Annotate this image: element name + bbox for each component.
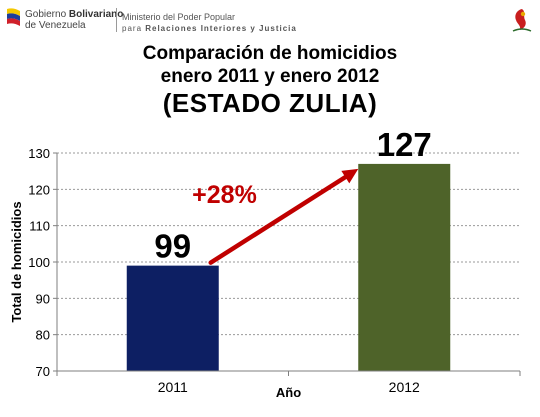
y-tick-label: 130 xyxy=(28,146,50,161)
chart-title-line1: Comparación de homicidios xyxy=(142,43,398,64)
ministry-name: Ministerio del Poder Popular para Relaci… xyxy=(122,12,297,33)
y-tick-label: 120 xyxy=(28,182,50,197)
y-axis-ticks: 70 80 90 100 110 120 130 xyxy=(28,146,57,379)
y-tick-label: 110 xyxy=(29,219,50,234)
axes xyxy=(56,153,521,376)
header-divider xyxy=(116,8,117,32)
x-axis-label: Año xyxy=(276,385,301,400)
y-tick-label: 90 xyxy=(36,291,50,306)
growth-arrow-head xyxy=(341,168,359,184)
x-tick-label: 2011 xyxy=(158,379,188,395)
data-label: 99 xyxy=(154,228,191,265)
y-tick-label: 70 xyxy=(36,364,50,379)
chart-title-line2: enero 2011 y enero 2012 xyxy=(160,66,380,87)
bars xyxy=(126,163,451,371)
chart-subtitle: (ESTADO ZULIA) xyxy=(162,88,378,118)
y-axis-label: Total de homicidios xyxy=(9,201,24,322)
header: Gobierno Bolivariano de Venezuela Minist… xyxy=(0,0,540,40)
grid-lines xyxy=(57,152,520,336)
y-tick-label: 80 xyxy=(36,328,50,343)
government-name: Gobierno Bolivariano de Venezuela xyxy=(25,9,124,31)
growth-arrow xyxy=(208,173,350,265)
data-label: 127 xyxy=(377,126,432,163)
bar-2012 xyxy=(358,163,451,371)
labels: 2011 99 2012 127 Año Total de homicidios +28% xyxy=(9,126,432,400)
ministry-logo-icon xyxy=(512,9,532,32)
bar-2011 xyxy=(126,265,219,371)
venezuela-flag-icon xyxy=(7,8,20,26)
y-tick-label: 100 xyxy=(28,255,50,270)
percent-change-label: +28% xyxy=(192,181,257,209)
x-tick-label: 2012 xyxy=(389,379,420,395)
